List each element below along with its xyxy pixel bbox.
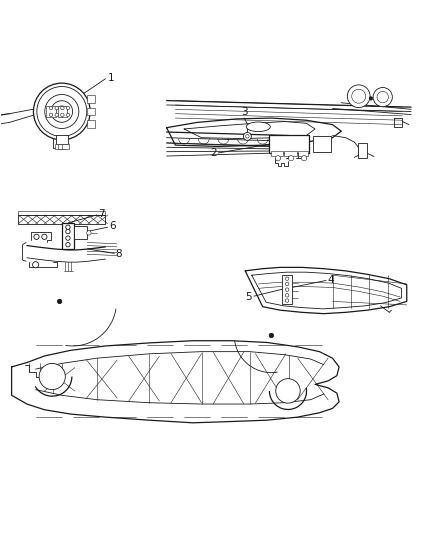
Circle shape	[56, 106, 67, 117]
Bar	[62, 144, 69, 149]
Circle shape	[49, 107, 53, 110]
Circle shape	[66, 243, 70, 247]
Circle shape	[352, 89, 366, 103]
Circle shape	[55, 113, 58, 117]
Circle shape	[66, 225, 70, 229]
Circle shape	[33, 83, 90, 140]
Circle shape	[61, 113, 64, 117]
Circle shape	[45, 94, 79, 128]
Circle shape	[34, 234, 39, 239]
Bar	[283, 275, 292, 304]
Bar	[46, 107, 56, 117]
Bar	[285, 151, 297, 157]
Bar	[298, 151, 308, 157]
Bar	[87, 95, 95, 103]
Text: 3: 3	[241, 107, 247, 117]
Circle shape	[67, 113, 70, 117]
Bar	[358, 143, 367, 158]
Bar	[271, 151, 283, 157]
Circle shape	[246, 135, 249, 138]
Bar	[269, 135, 308, 153]
Circle shape	[66, 236, 70, 240]
Circle shape	[244, 133, 251, 140]
Bar	[62, 223, 74, 249]
Circle shape	[61, 107, 64, 110]
Circle shape	[49, 113, 53, 117]
Bar	[87, 108, 95, 116]
Bar	[55, 144, 62, 149]
Circle shape	[37, 86, 87, 136]
Circle shape	[377, 92, 389, 103]
Text: 7: 7	[98, 209, 104, 219]
Text: 2: 2	[210, 148, 216, 158]
Circle shape	[276, 379, 300, 403]
Circle shape	[286, 294, 289, 297]
Bar	[57, 107, 67, 117]
Circle shape	[87, 231, 91, 235]
Circle shape	[288, 156, 293, 161]
Text: 8: 8	[116, 249, 122, 259]
Circle shape	[286, 288, 289, 292]
Bar	[87, 120, 95, 128]
Text: 1: 1	[108, 73, 114, 83]
Circle shape	[67, 107, 70, 110]
Circle shape	[57, 299, 62, 304]
Circle shape	[269, 333, 274, 338]
Circle shape	[286, 282, 289, 286]
Bar	[18, 215, 106, 224]
Text: 6: 6	[109, 221, 116, 231]
Circle shape	[276, 156, 281, 161]
Circle shape	[301, 156, 307, 161]
Circle shape	[51, 101, 73, 122]
Bar	[74, 227, 87, 239]
Bar	[313, 135, 331, 152]
Circle shape	[55, 107, 58, 110]
Bar	[56, 135, 68, 144]
Circle shape	[369, 96, 373, 100]
Text: 4: 4	[327, 274, 334, 285]
Circle shape	[286, 299, 289, 302]
Ellipse shape	[246, 122, 270, 132]
Bar	[58, 144, 65, 149]
Circle shape	[42, 234, 47, 239]
Circle shape	[347, 85, 370, 108]
Circle shape	[286, 277, 289, 280]
Circle shape	[373, 87, 392, 107]
Bar	[18, 211, 106, 215]
Circle shape	[66, 229, 70, 234]
Text: 5: 5	[246, 292, 252, 302]
Circle shape	[39, 364, 65, 390]
Circle shape	[32, 262, 39, 268]
